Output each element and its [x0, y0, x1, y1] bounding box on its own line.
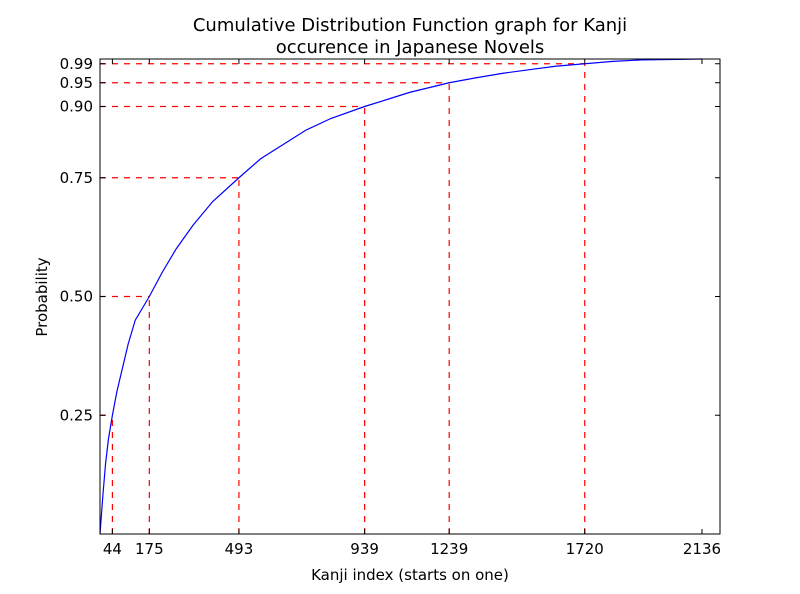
- y-tick-label-0: 0.25: [60, 406, 93, 424]
- y-axis-ticks: 0.25 0.50 0.75 0.90 0.950.99: [60, 55, 720, 424]
- y-tick-label-2: 0.75: [60, 169, 93, 187]
- x-tick-label-6: 2136: [683, 540, 721, 558]
- x-axis-ticks: 44 175 493 939 1239 1720 2136: [103, 59, 721, 558]
- series-group: [99, 58, 702, 535]
- y-tick-label-3: 0.90: [60, 98, 93, 116]
- x-tick-label-3: 939: [350, 540, 379, 558]
- x-tick-label-0: 44: [103, 540, 122, 558]
- y-tick-label-4: 0.95: [60, 74, 93, 92]
- x-axis-label: Kanji index (starts on one): [311, 566, 509, 584]
- x-tick-label-4: 1239: [430, 540, 468, 558]
- x-tick-label-1: 175: [135, 540, 164, 558]
- cdf-series-line-0: [99, 58, 702, 535]
- y-tick-label-1: 0.50: [60, 288, 93, 306]
- x-tick-label-5: 1720: [566, 540, 604, 558]
- chart-title-line-1: Cumulative Distribution Function graph f…: [193, 15, 627, 36]
- plot-frame: [99, 58, 721, 535]
- y-axis-label: Probability: [33, 257, 51, 336]
- chart-title-line-2: occurence in Japanese Novels: [276, 37, 545, 58]
- reference-lines: [100, 63, 586, 534]
- x-tick-label-2: 493: [225, 540, 254, 558]
- y-tick-label-5: 0.99: [60, 55, 93, 73]
